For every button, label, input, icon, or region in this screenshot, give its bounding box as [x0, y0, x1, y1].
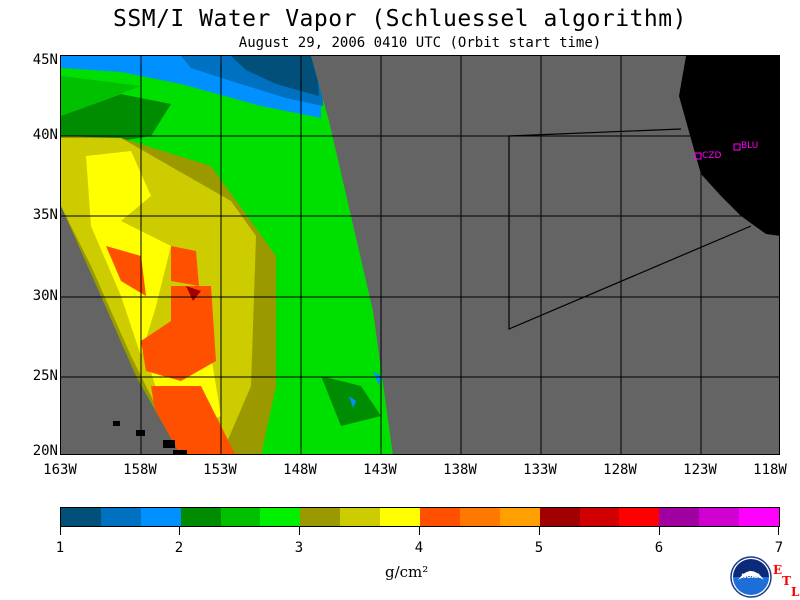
colorbar-label-5: 5	[534, 540, 544, 556]
colorbar-label-6: 6	[654, 540, 664, 556]
etl-letter: L	[791, 585, 800, 599]
colorbar-tick	[179, 527, 180, 535]
island-1	[113, 421, 120, 426]
colorbar-tick	[659, 527, 660, 535]
noaa-logo-icon: NOAA	[730, 556, 772, 598]
colorbar-tick	[539, 527, 540, 535]
colorbar-segment	[699, 508, 740, 526]
lat-label-30n: 30N	[32, 288, 58, 304]
island-3	[163, 440, 175, 448]
colorbar-segment	[140, 508, 181, 526]
colorbar-label-2: 2	[174, 540, 184, 556]
station-blu-marker	[733, 143, 741, 151]
etl-letter: E	[773, 563, 783, 577]
station-czd-marker	[694, 152, 702, 160]
graticule	[61, 56, 779, 454]
colorbar-tick	[60, 527, 61, 535]
lon-label-153w: 153W	[203, 462, 237, 478]
lat-label-35n: 35N	[32, 207, 58, 223]
colorbar-tick	[419, 527, 420, 535]
colorbar-segment	[499, 508, 540, 526]
map-title: SSM/I Water Vapor (Schluessel algorithm)	[113, 6, 687, 32]
lat-label-40n: 40N	[32, 127, 58, 143]
colorbar-label-7: 7	[774, 540, 784, 556]
lat-label-45n: 45N	[32, 52, 58, 68]
domain-outline	[508, 128, 752, 330]
lon-label-118w: 118W	[753, 462, 787, 478]
lon-label-148w: 148W	[283, 462, 317, 478]
colorbar-segment	[659, 508, 700, 526]
colorbar-segment	[539, 508, 580, 526]
water-vapor-map: CZD BLU	[60, 55, 780, 455]
map-svg: CZD BLU	[61, 56, 779, 454]
colorbar-segment	[220, 508, 261, 526]
lat-label-20n: 20N	[32, 443, 58, 459]
colorbar-segment	[340, 508, 381, 526]
lon-label-138w: 138W	[443, 462, 477, 478]
etl-letter: T	[782, 574, 791, 588]
lon-label-158w: 158W	[123, 462, 157, 478]
lon-label-133w: 133W	[523, 462, 557, 478]
colorbar-segment	[180, 508, 221, 526]
colorbar-segment	[420, 508, 460, 526]
lat-label-25n: 25N	[32, 368, 58, 384]
station-czd-label: CZD	[702, 151, 721, 161]
colorbar-segment	[459, 508, 500, 526]
island-4	[173, 450, 187, 454]
lon-label-163w: 163W	[43, 462, 77, 478]
lon-label-128w: 128W	[603, 462, 637, 478]
colorbar	[60, 507, 780, 527]
station-blu-label: BLU	[741, 141, 758, 151]
colorbar-segment	[380, 508, 421, 526]
colorbar-segment	[300, 508, 341, 526]
colorbar-segment	[260, 508, 301, 526]
land-mass	[679, 56, 779, 236]
colorbar-segment	[579, 508, 620, 526]
map-subtitle: August 29, 2006 0410 UTC (Orbit start ti…	[238, 35, 602, 51]
colorbar-segment	[739, 508, 780, 526]
colorbar-segment	[100, 508, 141, 526]
colorbar-tick	[299, 527, 300, 535]
satellite-swath	[61, 56, 393, 454]
lon-label-143w: 143W	[363, 462, 397, 478]
colorbar-tick	[778, 527, 779, 535]
colorbar-segment	[619, 508, 660, 526]
lon-label-123w: 123W	[683, 462, 717, 478]
colorbar-label-4: 4	[414, 540, 424, 556]
colorbar-label-1: 1	[55, 540, 65, 556]
colorbar-segment	[61, 508, 101, 526]
colorbar-units: g/cm²	[385, 563, 429, 581]
colorbar-label-3: 3	[294, 540, 304, 556]
svg-text:NOAA: NOAA	[741, 573, 761, 580]
